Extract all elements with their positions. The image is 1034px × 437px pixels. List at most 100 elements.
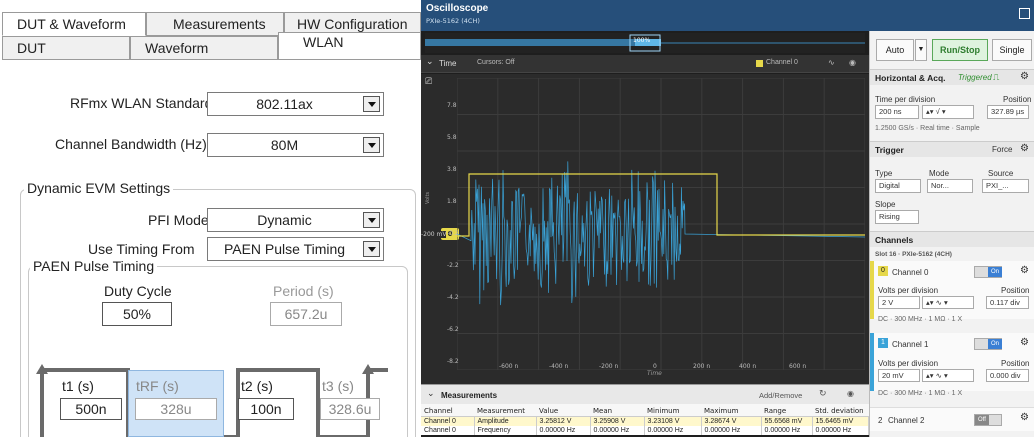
channel-0-card[interactable] xyxy=(870,261,1034,319)
ch1-step-buttons[interactable]: ▴▾ ∿ ▾ xyxy=(922,369,974,382)
channel-0-trace xyxy=(457,173,865,237)
table-row[interactable]: Channel 0 Amplitude 3.25812 V 3.25908 V … xyxy=(421,417,869,426)
time-step-buttons[interactable]: ▴▾ √ ▾ xyxy=(922,105,974,119)
table-cell: 0.00000 Hz xyxy=(701,426,762,435)
position-label: Position xyxy=(1003,95,1032,104)
channel-2-card[interactable] xyxy=(870,407,1034,431)
bandwidth-select[interactable]: 80M xyxy=(207,133,384,157)
refresh-icon[interactable]: ↻ xyxy=(819,389,827,399)
channel-color-swatch xyxy=(756,60,763,67)
pfi-mode-select[interactable]: Dynamic xyxy=(207,208,384,232)
gear-icon[interactable]: ⚙ xyxy=(1020,412,1029,423)
ch0-step-buttons[interactable]: ▴▾ ∿ ▾ xyxy=(922,296,974,309)
subtab-wlan[interactable]: WLAN xyxy=(278,32,421,60)
y-tick: 5.8 xyxy=(447,134,457,141)
auto-button[interactable]: Auto xyxy=(876,39,914,61)
chevron-down-icon[interactable] xyxy=(363,241,380,257)
add-remove-button[interactable]: Add/Remove xyxy=(759,391,803,400)
ch1-info: DC · 300 MHz · 1 MΩ · 1 X xyxy=(878,390,963,397)
ch1-number-badge: 1 xyxy=(878,338,888,348)
x-axis-label: Time xyxy=(647,370,662,377)
ch1-position-input[interactable]: 0.000 div xyxy=(986,369,1029,382)
x-tick: 200 n xyxy=(693,363,711,370)
table-cell: Channel 0 xyxy=(421,426,475,435)
ch1-vpd-select[interactable]: 20 mV xyxy=(878,369,920,382)
time-per-div-select[interactable]: 200 ns xyxy=(875,105,919,119)
col-channel: Channel xyxy=(424,407,453,415)
overview-strip[interactable]: 100% xyxy=(425,33,865,53)
time-toolbar: ⌄ Time Cursors: Off Channel 0 ∿ ◉ xyxy=(421,55,869,73)
trigger-section-header[interactable] xyxy=(870,141,1034,157)
gear-icon[interactable]: ⚙ xyxy=(1020,337,1029,348)
mode-select[interactable]: Nor... xyxy=(927,179,973,193)
gear-icon[interactable]: ⚙ xyxy=(1020,265,1029,276)
time-per-div-label: Time per division xyxy=(875,95,936,104)
collapse-chevron-icon[interactable]: ⌄ xyxy=(427,389,435,399)
ch0-vpd-select[interactable]: 2 V xyxy=(878,296,920,309)
single-button[interactable]: Single xyxy=(992,39,1032,61)
x-tick: -400 n xyxy=(549,363,569,370)
up-arrow-icon xyxy=(36,364,48,374)
y-axis-readout: -200 mV xyxy=(421,231,447,238)
gear-icon[interactable]: ⚙ xyxy=(1020,71,1029,82)
channel-select[interactable]: Channel 0 xyxy=(766,59,798,66)
horizontal-title: Horizontal & Acq. xyxy=(875,73,946,83)
t2-input[interactable]: 100n xyxy=(238,398,294,420)
table-cell: 55.6568 mV xyxy=(761,417,813,426)
chevron-down-icon[interactable] xyxy=(363,137,380,153)
slope-label: Slope xyxy=(875,200,896,209)
menu-icon[interactable] xyxy=(1019,8,1030,19)
eye-icon[interactable]: ◉ xyxy=(847,389,854,398)
mode-label: Mode xyxy=(929,169,950,178)
table-row[interactable]: Channel 0 Frequency 0.00000 Hz 0.00000 H… xyxy=(421,426,869,435)
col-minimum: Minimum xyxy=(647,407,680,415)
table-cell: Amplitude xyxy=(474,417,537,426)
t1-input[interactable]: 500n xyxy=(60,398,122,420)
y-tick: -0.2 xyxy=(447,230,459,237)
y-axis-label: Volts xyxy=(425,191,431,204)
measure-icon[interactable]: ∿ xyxy=(828,58,835,67)
duty-cycle-label: Duty Cycle xyxy=(104,283,172,299)
triggered-status: Triggered xyxy=(958,73,992,82)
ch0-position-input[interactable]: 0.117 div xyxy=(986,296,1029,309)
standard-value: 802.11ax xyxy=(256,96,313,112)
tab-measurements[interactable]: Measurements xyxy=(146,12,284,36)
trf-label: tRF (s) xyxy=(136,378,179,394)
table-cell: Channel 0 xyxy=(421,417,475,426)
table-cell: 0.00000 Hz xyxy=(536,426,591,435)
t3-input: 328.6u xyxy=(320,398,380,420)
run-stop-button[interactable]: Run/Stop xyxy=(932,39,988,61)
table-cell: 0.00000 Hz xyxy=(644,426,702,435)
standard-select[interactable]: 802.11ax xyxy=(207,92,384,116)
auto-dropdown-chevron-icon[interactable]: ▼ xyxy=(915,39,927,61)
chevron-down-icon[interactable] xyxy=(363,96,380,112)
horizontal-section-header[interactable] xyxy=(870,69,1034,85)
period-label: Period (s) xyxy=(273,283,334,299)
tab-dut-waveform[interactable]: DUT & Waveform xyxy=(2,12,146,36)
subtab-waveform[interactable]: Waveform xyxy=(130,36,278,60)
waveform-plot xyxy=(457,78,865,370)
type-label: Type xyxy=(875,169,893,178)
ch1-toggle[interactable]: On xyxy=(974,338,1002,350)
force-button[interactable]: Force xyxy=(992,145,1013,154)
slope-select[interactable]: Rising xyxy=(875,210,919,224)
position-input[interactable]: 327.89 µs xyxy=(987,105,1029,119)
timing-from-select[interactable]: PAEN Pulse Timing xyxy=(207,237,384,261)
chevron-down-icon[interactable] xyxy=(363,212,380,228)
period-input: 657.2u xyxy=(270,302,342,326)
source-select[interactable]: PXI_... xyxy=(982,179,1029,193)
gear-icon[interactable]: ⚙ xyxy=(1020,143,1029,154)
ch2-toggle[interactable]: Off xyxy=(974,414,1002,426)
collapse-chevron-icon[interactable]: ⌄ xyxy=(426,57,434,67)
cursors-dropdown[interactable]: Cursors: Off xyxy=(477,59,515,66)
scope-subtitle: PXIe-5162 (4CH) xyxy=(426,17,480,25)
channel-1-trace xyxy=(457,161,865,306)
type-select[interactable]: Digital xyxy=(875,179,921,193)
plot-area[interactable]: ⎚ Volts 0 -200 mV 7.8 5.8 3.8 1.8 -0.2 -… xyxy=(421,74,869,384)
subtab-dut[interactable]: DUT xyxy=(2,36,130,60)
annotation-icon[interactable]: ⎚ xyxy=(425,77,433,87)
ch0-toggle[interactable]: On xyxy=(974,266,1002,278)
eye-icon[interactable]: ◉ xyxy=(849,58,856,67)
t2-label: t2 (s) xyxy=(241,378,273,394)
duty-cycle-input[interactable]: 50% xyxy=(102,302,172,326)
